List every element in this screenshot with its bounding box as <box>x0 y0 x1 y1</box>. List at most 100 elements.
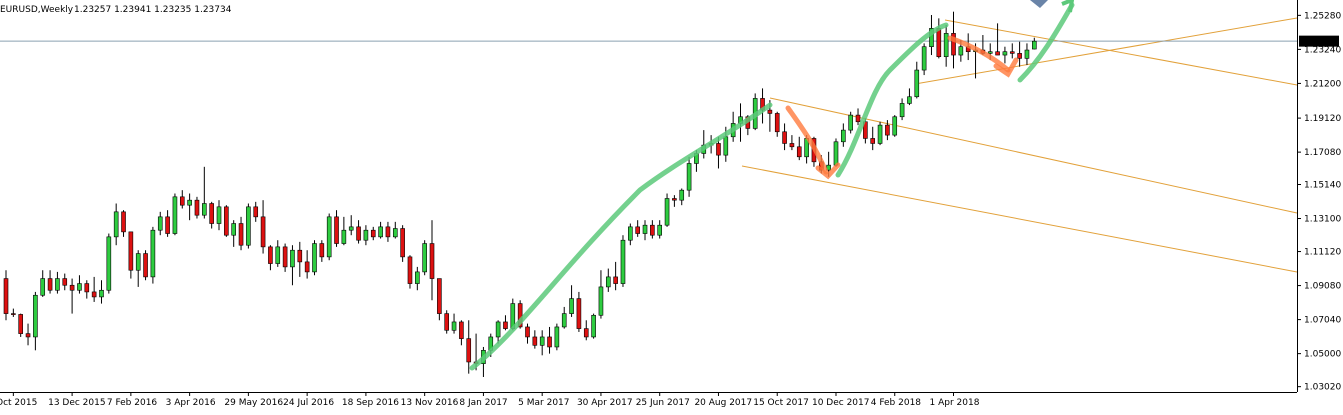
candle[interactable] <box>400 225 405 262</box>
candle[interactable] <box>341 216 347 246</box>
candle[interactable] <box>385 221 391 242</box>
candle[interactable] <box>69 278 75 314</box>
candle[interactable] <box>268 245 273 271</box>
candle[interactable] <box>841 123 846 147</box>
candle[interactable] <box>943 25 949 67</box>
candle[interactable] <box>539 330 545 356</box>
candle[interactable] <box>194 196 200 219</box>
candle[interactable] <box>789 135 795 151</box>
candle[interactable] <box>532 330 538 349</box>
candle[interactable] <box>444 310 450 334</box>
candle[interactable] <box>157 211 163 236</box>
candle[interactable] <box>231 220 236 247</box>
candle[interactable] <box>1009 43 1015 59</box>
candle[interactable] <box>628 223 633 246</box>
candle[interactable] <box>275 240 281 267</box>
candle[interactable] <box>378 221 383 239</box>
candle[interactable] <box>1017 41 1022 67</box>
candle[interactable] <box>224 205 229 237</box>
candle[interactable] <box>334 210 339 247</box>
candle[interactable] <box>91 276 97 302</box>
candle[interactable] <box>143 250 148 281</box>
candle[interactable] <box>613 261 618 291</box>
candle[interactable] <box>77 275 82 294</box>
candle[interactable] <box>363 225 369 246</box>
candle[interactable] <box>995 23 1000 56</box>
candle[interactable] <box>569 285 574 317</box>
candle[interactable] <box>833 138 839 167</box>
candle[interactable] <box>877 121 883 146</box>
candle[interactable] <box>796 136 802 161</box>
candle[interactable] <box>885 120 890 141</box>
candle[interactable] <box>370 226 376 241</box>
candle[interactable] <box>679 188 685 206</box>
candle[interactable] <box>620 235 626 287</box>
candle[interactable] <box>1032 37 1037 50</box>
candle[interactable] <box>113 203 119 246</box>
candle[interactable] <box>657 220 663 239</box>
candles[interactable] <box>3 11 1037 377</box>
candle[interactable] <box>253 201 259 222</box>
candle[interactable] <box>503 315 508 331</box>
candle[interactable] <box>672 195 677 207</box>
candle[interactable] <box>290 245 295 286</box>
candle[interactable] <box>921 43 927 76</box>
candle[interactable] <box>99 280 104 304</box>
candle[interactable] <box>547 326 552 354</box>
candle[interactable] <box>642 220 648 241</box>
candle[interactable] <box>187 193 192 221</box>
candle[interactable] <box>209 201 214 229</box>
candle[interactable] <box>525 323 530 344</box>
candle[interactable] <box>179 190 185 209</box>
candle[interactable] <box>686 156 692 197</box>
candle[interactable] <box>282 243 288 272</box>
candle[interactable] <box>583 320 589 341</box>
candle[interactable] <box>554 323 560 351</box>
candle[interactable] <box>238 216 244 251</box>
candle[interactable] <box>18 313 23 337</box>
candle[interactable] <box>782 123 787 151</box>
candle[interactable] <box>907 88 912 106</box>
candle[interactable] <box>246 203 251 249</box>
candle[interactable] <box>407 255 413 289</box>
candle[interactable] <box>202 166 207 219</box>
candle[interactable] <box>326 213 332 261</box>
candle[interactable] <box>429 220 435 301</box>
candle[interactable] <box>605 268 611 292</box>
candle[interactable] <box>495 320 501 344</box>
candle[interactable] <box>135 250 141 287</box>
candle[interactable] <box>1024 43 1030 66</box>
candle[interactable] <box>260 200 266 254</box>
candle[interactable] <box>598 270 604 319</box>
candle[interactable] <box>11 308 16 317</box>
candle[interactable] <box>437 278 442 321</box>
candle[interactable] <box>466 320 472 374</box>
candle[interactable] <box>106 233 112 294</box>
candle[interactable] <box>576 291 582 332</box>
candle[interactable] <box>62 273 68 291</box>
candle[interactable] <box>870 126 876 151</box>
candle[interactable] <box>892 115 898 137</box>
candle[interactable] <box>25 323 31 346</box>
candle[interactable] <box>319 240 325 262</box>
candle[interactable] <box>422 240 427 276</box>
candle[interactable] <box>415 266 420 291</box>
candle[interactable] <box>561 306 567 329</box>
candle[interactable] <box>128 231 134 279</box>
candle[interactable] <box>591 313 596 339</box>
candle[interactable] <box>914 61 920 99</box>
candle[interactable] <box>312 240 317 276</box>
candle[interactable] <box>3 270 9 321</box>
candle[interactable] <box>855 108 861 126</box>
candle[interactable] <box>33 291 38 351</box>
candle[interactable] <box>392 221 398 239</box>
candle[interactable] <box>165 210 170 237</box>
candle[interactable] <box>356 220 361 244</box>
candle[interactable] <box>848 111 853 134</box>
candle[interactable] <box>216 200 222 231</box>
candle[interactable] <box>40 270 46 297</box>
candle[interactable] <box>297 241 303 277</box>
candle[interactable] <box>774 111 780 137</box>
candle[interactable] <box>172 193 178 236</box>
